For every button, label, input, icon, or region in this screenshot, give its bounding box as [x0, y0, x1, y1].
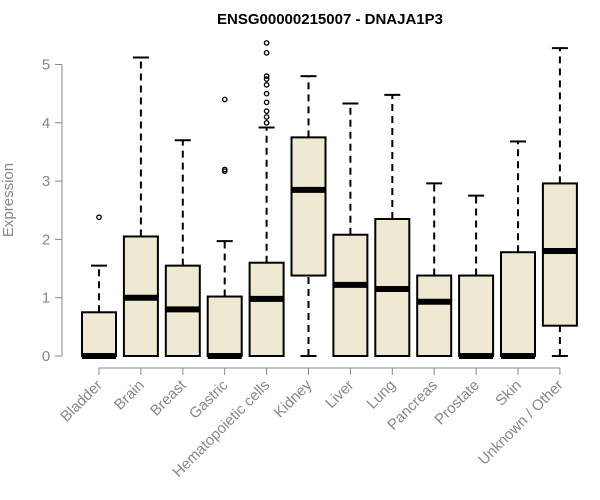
outlier-point	[263, 90, 270, 97]
y-tick-label: 0	[42, 348, 50, 365]
y-tick-label: 3	[42, 173, 50, 190]
box-gastric	[206, 96, 243, 359]
outlier-point	[263, 99, 270, 106]
box-brain	[122, 56, 159, 357]
outlier-point	[221, 166, 228, 173]
y-axis: 0 1 2 3 4 5	[42, 57, 63, 365]
box-kidney	[290, 75, 327, 357]
outlier-point	[263, 82, 270, 88]
x-tick-label: Prostate	[431, 377, 483, 429]
iqr-box	[290, 136, 327, 277]
iqr-box	[416, 274, 453, 357]
x-tick-label: Skin	[492, 377, 525, 410]
outlier-point	[263, 119, 270, 126]
y-axis-label: Expression	[0, 163, 17, 237]
iqr-box	[500, 251, 536, 357]
box-hematopoietic-cells	[248, 40, 285, 357]
box-breast	[164, 139, 201, 358]
outlier-point	[263, 114, 270, 120]
x-tick-label: Brain	[111, 377, 148, 414]
box-bladder	[81, 214, 117, 359]
box-skin	[500, 140, 536, 359]
outlier-point	[263, 73, 270, 80]
iqr-box	[332, 233, 369, 357]
iqr-box	[458, 274, 495, 357]
x-tick-label: Liver	[322, 377, 357, 412]
iqr-box	[81, 311, 117, 357]
y-tick-label: 1	[42, 290, 50, 307]
x-tick-label: Bladder	[57, 377, 106, 426]
outlier-point	[263, 76, 270, 82]
x-tick-label: Breast	[147, 376, 190, 419]
box-prostate	[458, 194, 495, 359]
y-tick-label: 5	[42, 57, 50, 74]
y-tick-label: 4	[42, 115, 50, 132]
box-lung	[374, 93, 411, 357]
x-tick-label: Kidney	[271, 376, 316, 421]
outlier-point	[221, 96, 228, 103]
outlier-point	[263, 49, 270, 56]
outlier-point	[263, 108, 270, 114]
box-liver	[332, 102, 369, 357]
outlier-point	[263, 40, 270, 46]
iqr-box	[206, 295, 243, 357]
x-tick-label: Lung	[364, 377, 400, 413]
box-pancreas	[416, 182, 453, 357]
iqr-box	[541, 182, 578, 327]
chart-title: ENSG00000215007 - DNAJA1P3	[217, 11, 443, 28]
outlier-point	[96, 214, 102, 221]
iqr-box	[248, 261, 285, 357]
box-unknown-other	[541, 47, 578, 357]
y-tick-label: 2	[42, 231, 50, 248]
plot-area	[81, 40, 578, 359]
